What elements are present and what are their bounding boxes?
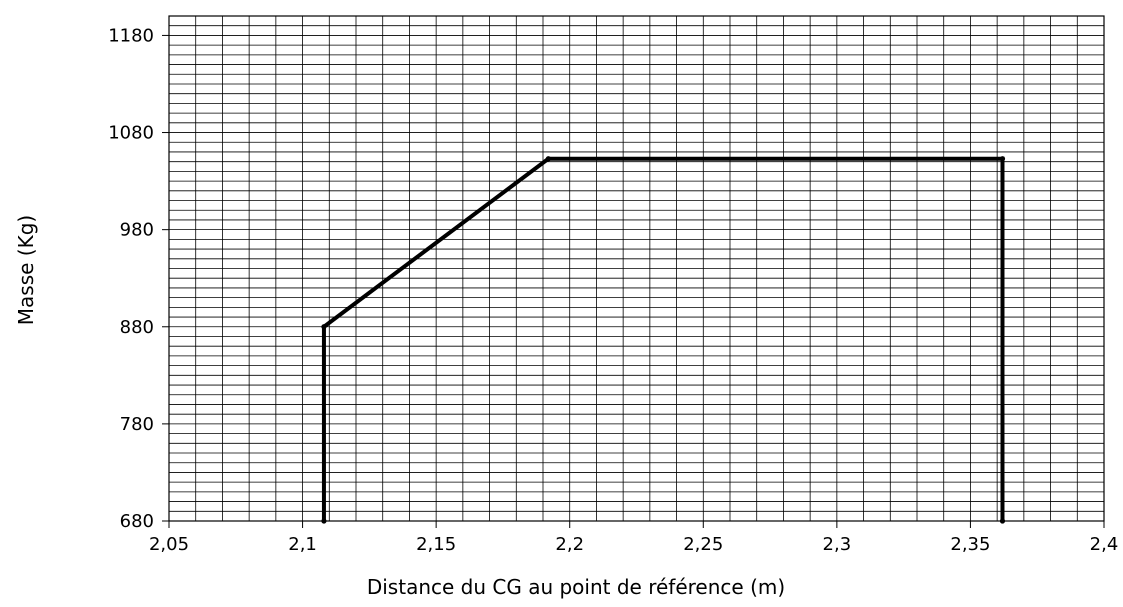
x-tick-label: 2,15 [416, 534, 456, 555]
y-tick-label: 780 [120, 414, 154, 435]
y-tick-label: 1080 [108, 123, 154, 144]
grid [168, 15, 1105, 522]
series-line [321, 156, 1005, 521]
y-axis: 680 780 880 980 1080 1180 [108, 25, 169, 532]
series-point [321, 324, 327, 330]
x-axis-label: Distance du CG au point de référence (m) [367, 575, 785, 599]
x-tick-label: 2,35 [950, 534, 990, 555]
x-tick-label: 2,4 [1090, 534, 1119, 555]
y-axis-label: Masse (Kg) [14, 215, 38, 325]
series-layer [321, 156, 1006, 524]
y-tick-label: 680 [120, 511, 154, 532]
series-point [545, 156, 551, 162]
y-tick-label: 980 [120, 220, 154, 241]
x-tick-label: 2,3 [823, 534, 852, 555]
series-point [999, 156, 1006, 162]
x-tick-label: 2,25 [683, 534, 723, 555]
y-tick-label: 1180 [108, 25, 154, 46]
x-axis: 2,05 2,1 2,15 2,2 2,25 2,3 2,35 2,4 [149, 521, 1118, 555]
series-point [321, 518, 327, 524]
x-tick-label: 2,05 [149, 534, 189, 555]
x-tick-label: 2,1 [288, 534, 317, 555]
series-point [999, 518, 1006, 524]
plot-border [168, 15, 1105, 522]
x-tick-label: 2,2 [555, 534, 584, 555]
y-tick-label: 880 [120, 317, 154, 338]
